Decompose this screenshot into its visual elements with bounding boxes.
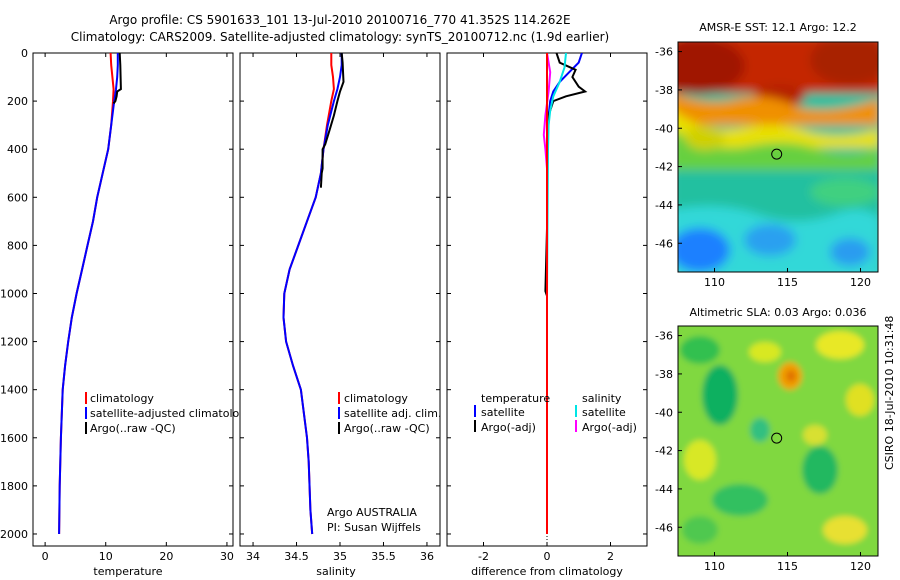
sst-map: AMSR-E SST: 12.1 Argo: 12.2 110 115 120 -36… (655, 21, 879, 289)
y-tick-label: 1000 (0, 287, 28, 300)
temperature-legend: climatology satellite-adjusted climatolo… (85, 392, 253, 435)
temperature-axes-box (32, 52, 234, 547)
salinity-axes-box (239, 52, 441, 547)
map-y-tick-label: -44 (655, 483, 673, 496)
y-tick-label: 400 (7, 143, 28, 156)
legend-argo: Argo(..raw -QC) (90, 422, 176, 435)
sla-argo-marker (771, 432, 783, 444)
salinity-ticks: 34 34.5 35 35.5 36 (240, 52, 440, 563)
y-tick-label: 1400 (0, 384, 28, 397)
x-tick-label: 36 (420, 550, 434, 563)
y-tick-label: 0 (21, 47, 28, 60)
x-tick-label: 0 (544, 550, 551, 563)
x-tick-label: -2 (478, 550, 489, 563)
map-y-tick-label: -44 (655, 199, 673, 212)
map-y-tick-label: -40 (655, 122, 673, 135)
temperature-series (58, 53, 122, 535)
map-y-tick-label: -42 (655, 445, 673, 458)
map-y-tick-label: -38 (655, 368, 673, 381)
map-x-tick-label: 120 (850, 560, 871, 573)
salinity-xlabel: salinity (316, 565, 356, 578)
legend-climatology: climatology (90, 392, 154, 405)
sst-ticks: 110 115 120 -36 -38 -40 -42 -44 -46 (655, 46, 871, 289)
temperature-ticks: 0 10 20 30 0 200 400 600 800 1000 1200 1400 1600 1800… (0, 47, 234, 563)
x-tick-label: 0 (42, 550, 49, 563)
series-satellite-adj-clim- (282, 53, 343, 535)
legend-climatology: climatology (344, 392, 408, 405)
x-tick-label: 35.5 (371, 550, 396, 563)
pi-label: PI: Susan Wijffels (327, 521, 421, 534)
sst-title: AMSR-E SST: 12.1 Argo: 12.2 (699, 21, 857, 34)
series-argo-raw-qc- (319, 53, 345, 188)
legend-satellite-adjusted: satellite-adjusted climatology (90, 407, 253, 420)
x-tick-label: 34.5 (284, 550, 309, 563)
header-line1: Argo profile: CS 5901633_101 13-Jul-2010… (109, 13, 570, 27)
map-y-tick-label: -42 (655, 161, 673, 174)
legend-salinity-title: salinity (582, 392, 622, 405)
x-tick-label: 2 (607, 550, 614, 563)
map-x-tick-label: 110 (704, 276, 725, 289)
temperature-xlabel: temperature (93, 565, 162, 578)
salinity-series (282, 53, 345, 535)
csiro-timestamp: CSIRO 18-Jul-2010 10:31:48 (883, 316, 896, 470)
legend-argo: Argo(..raw -QC) (344, 422, 430, 435)
sla-ticks: 110 115 120 -36 -38 -40 -42 -44 -46 (655, 330, 871, 573)
difference-legend: temperature salinity satellite Argo(-adj… (474, 392, 637, 434)
difference-xlabel: difference from climatology (471, 565, 623, 578)
map-y-tick-label: -38 (655, 84, 673, 97)
y-tick-label: 1200 (0, 336, 28, 349)
sla-map: Altimetric SLA: 0.03 Argo: 0.036 (655, 306, 896, 573)
map-x-tick-label: 115 (777, 276, 798, 289)
map-y-tick-label: -36 (655, 46, 673, 59)
map-y-tick-label: -46 (655, 521, 673, 534)
y-tick-label: 600 (7, 191, 28, 204)
x-tick-label: 20 (159, 550, 173, 563)
series-satellite-adjusted-climatology (58, 53, 119, 535)
map-y-tick-label: -40 (655, 406, 673, 419)
temperature-panel: 0 10 20 30 0 200 400 600 800 1000 1200 1400 1600 1800… (0, 47, 253, 578)
legend-sal-satellite: satellite (582, 406, 626, 419)
difference-series (542, 53, 588, 546)
sst-field (678, 42, 878, 272)
sla-title: Altimetric SLA: 0.03 Argo: 0.036 (689, 306, 866, 319)
legend-sal-argo: Argo(-adj) (582, 421, 637, 434)
y-tick-label: 800 (7, 239, 28, 252)
legend-temp-argo: Argo(-adj) (481, 421, 536, 434)
y-tick-label: 1600 (0, 432, 28, 445)
map-y-tick-label: -46 (655, 237, 673, 250)
x-tick-label: 34 (246, 550, 260, 563)
series-temperature-argo-adj- (544, 53, 588, 534)
sla-field (678, 326, 878, 556)
y-tick-label: 1800 (0, 480, 28, 493)
map-y-tick-label: -36 (655, 330, 673, 343)
salinity-legend: climatology satellite adj. clim. Argo(..… (338, 392, 441, 435)
sst-argo-marker (771, 148, 783, 160)
legend-satellite-adj: satellite adj. clim. (344, 407, 441, 420)
legend-temperature-title: temperature (481, 392, 550, 405)
salinity-panel: 34 34.5 35 35.5 36 climatology satellite adj… (239, 52, 441, 578)
argo-australia-label: Argo AUSTRALIA (327, 506, 417, 519)
y-tick-label: 2000 (0, 528, 28, 541)
x-tick-label: 35 (333, 550, 347, 563)
x-tick-label: 10 (99, 550, 113, 563)
map-x-tick-label: 110 (704, 560, 725, 573)
y-tick-label: 200 (7, 95, 28, 108)
difference-panel: -2 0 2 temperature salinity satellite Argo… (446, 52, 648, 578)
map-x-tick-label: 115 (777, 560, 798, 573)
sla-axes-box (677, 325, 879, 557)
series-argo-raw-qc- (112, 53, 122, 105)
x-tick-label: 30 (220, 550, 234, 563)
header-line2: Climatology: CARS2009. Satellite-adjuste… (71, 30, 609, 44)
legend-temp-satellite: satellite (481, 406, 525, 419)
map-x-tick-label: 120 (850, 276, 871, 289)
sst-axes-box (677, 41, 879, 273)
